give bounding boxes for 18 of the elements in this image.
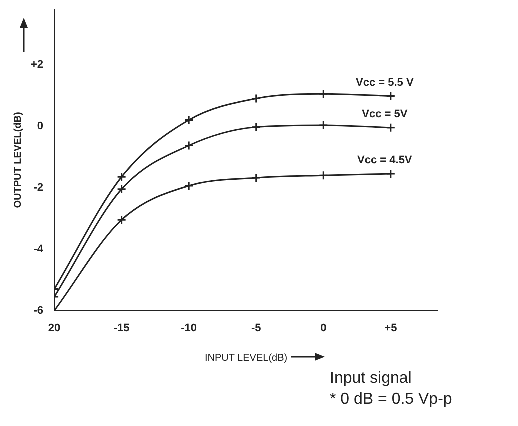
- series-label: Vcc = 5.5 V: [356, 76, 414, 89]
- x-tick-label: -10: [181, 322, 198, 334]
- x-tick-label: -5: [251, 322, 262, 334]
- y-tick-label: 0: [37, 120, 44, 132]
- series-label: Vcc = 4.5V: [358, 154, 413, 167]
- text: * 0 dB = 0.5 Vp-p: [330, 390, 452, 410]
- x-axis-title: INPUT LEVEL(dB): [204, 352, 288, 364]
- text: Input signal: [330, 369, 413, 389]
- y-tick-label: +2: [30, 58, 44, 71]
- x-tick-label: -15: [114, 322, 130, 334]
- series-label: Vcc = 5V: [362, 108, 408, 120]
- y-tick-label: -4: [34, 243, 44, 256]
- x-tick-label: 20: [48, 322, 61, 334]
- x-tick-label: +5: [384, 322, 398, 334]
- y-tick-label: -2: [34, 182, 44, 194]
- x-tick-label: 0: [320, 322, 327, 334]
- y-tick-label: -6: [34, 304, 44, 317]
- y-axis-title: OUTPUT LEVEL(dB): [12, 112, 24, 208]
